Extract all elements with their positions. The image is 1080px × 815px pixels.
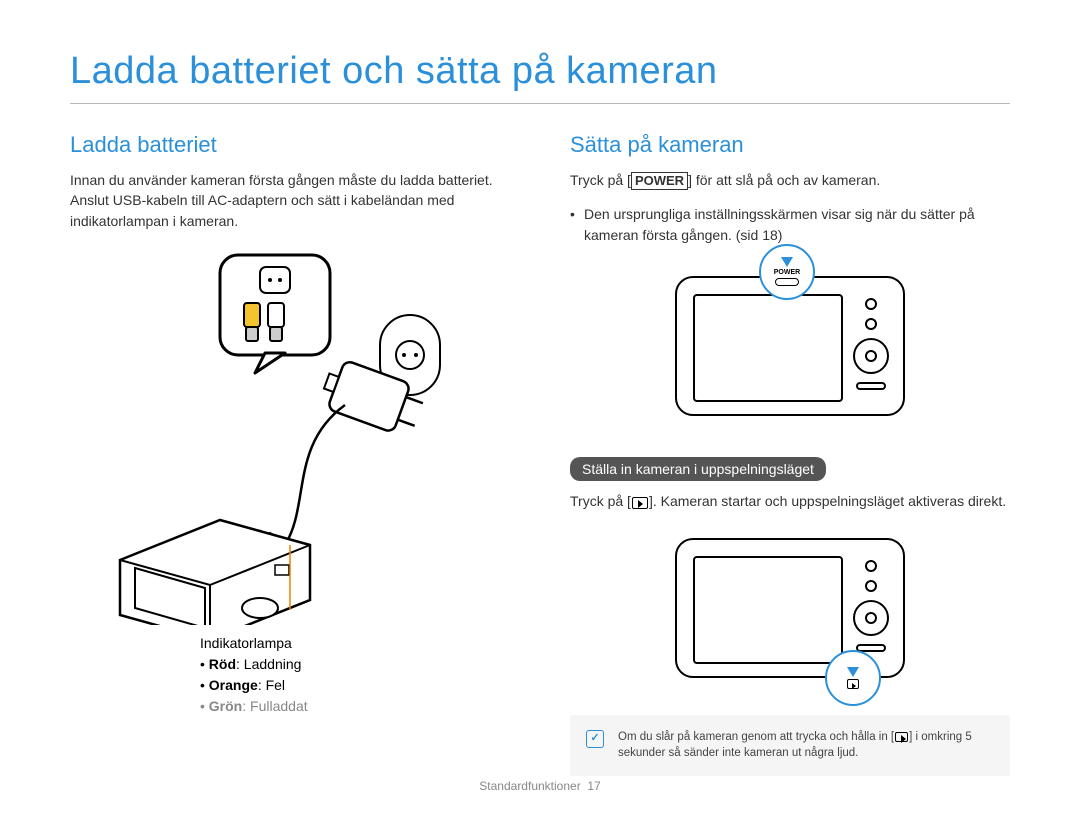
- power-intro-text: Tryck på [POWER] för att slå på och av k…: [570, 170, 1010, 190]
- play-key-icon: [632, 497, 648, 509]
- indicator-red: Röd: Laddning: [200, 654, 510, 675]
- footer-page-number: 17: [587, 779, 600, 793]
- indicator-label: Indikatorlampa: [200, 633, 510, 654]
- power-button-callout: POWER: [759, 244, 815, 300]
- arrow-down-icon: [781, 257, 793, 267]
- power-on-illustration: POWER: [570, 258, 1010, 433]
- arrow-down-icon: [847, 667, 859, 677]
- page-title: Ladda batteriet och sätta på kameran: [70, 50, 1010, 104]
- left-column: Ladda batteriet Innan du använder kamera…: [70, 132, 510, 776]
- power-key-label: POWER: [631, 172, 688, 190]
- indicator-legend: Indikatorlampa Röd: Laddning Orange: Fel…: [70, 633, 510, 717]
- indicator-orange: Orange: Fel: [200, 675, 510, 696]
- page-footer: Standardfunktioner 17: [0, 779, 1080, 793]
- charging-illustration: [70, 245, 510, 625]
- playback-subheading: Ställa in kameran i uppspelningsläget: [570, 457, 826, 481]
- charge-heading: Ladda batteriet: [70, 132, 510, 158]
- two-column-layout: Ladda batteriet Innan du använder kamera…: [70, 132, 1010, 776]
- footer-section: Standardfunktioner: [479, 779, 580, 793]
- power-callout-label: POWER: [774, 269, 800, 276]
- power-heading: Sätta på kameran: [570, 132, 1010, 158]
- indicator-green: Grön: Fulladdat: [200, 696, 510, 717]
- info-icon: ✓: [586, 730, 604, 748]
- info-text: Om du slår på kameran genom att trycka o…: [618, 729, 994, 762]
- play-key-icon: [895, 732, 908, 742]
- play-button-callout: [825, 650, 881, 706]
- right-column: Sätta på kameran Tryck på [POWER] för at…: [570, 132, 1010, 776]
- playback-illustration: [570, 526, 1010, 691]
- playback-text: Tryck på []. Kameran startar och uppspel…: [570, 491, 1010, 511]
- charge-intro-text: Innan du använder kameran första gången …: [70, 170, 510, 231]
- power-bullet-1: Den ursprungliga inställningsskärmen vis…: [570, 204, 1010, 246]
- play-icon: [847, 679, 859, 689]
- power-bullets: Den ursprungliga inställningsskärmen vis…: [570, 204, 1010, 246]
- info-note: ✓ Om du slår på kameran genom att trycka…: [570, 715, 1010, 776]
